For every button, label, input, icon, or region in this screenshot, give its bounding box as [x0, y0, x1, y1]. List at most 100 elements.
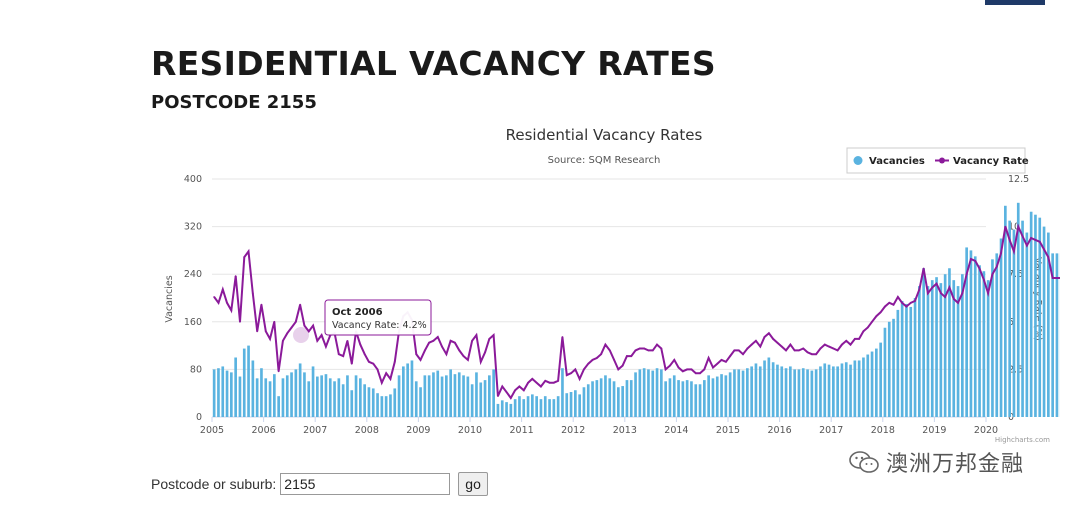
vacancy-rate-point[interactable] [862, 330, 865, 333]
vacancy-rate-point[interactable] [957, 301, 959, 304]
vacancy-rate-point[interactable] [492, 334, 495, 337]
vacancies-bar[interactable] [625, 380, 629, 417]
vacancies-bar[interactable] [814, 369, 818, 417]
vacancies-bar[interactable] [956, 286, 960, 417]
vacancies-bar[interactable] [333, 381, 336, 417]
vacancy-rate-point[interactable] [746, 347, 749, 350]
vacancies-bar[interactable] [746, 368, 749, 417]
vacancies-bar[interactable] [488, 375, 491, 417]
vacancies-bar[interactable] [857, 360, 861, 417]
vacancies-bar[interactable] [217, 368, 220, 417]
vacancy-rate-point[interactable] [939, 292, 942, 295]
vacancies-bar[interactable] [621, 386, 624, 417]
legend-item-vacancies[interactable]: Vacancies [853, 156, 925, 167]
vacancies-bar[interactable] [672, 375, 676, 417]
vacancy-rate-point[interactable] [269, 338, 271, 340]
vacancies-bar[interactable] [453, 374, 457, 417]
vacancies-bar[interactable] [565, 393, 569, 417]
vacancy-rate-point[interactable] [707, 357, 710, 359]
vacancies-bar[interactable] [273, 374, 276, 417]
vacancy-rate-point[interactable] [578, 378, 581, 380]
vacancies-bar[interactable] [922, 268, 925, 417]
vacancies-bar[interactable] [883, 327, 887, 417]
vacancy-rate-point[interactable] [441, 345, 443, 348]
vacancy-rate-point[interactable] [428, 341, 431, 344]
vacancies-bar[interactable] [655, 368, 659, 417]
vacancies-bar[interactable] [741, 370, 745, 417]
vacancy-rate-point[interactable] [337, 353, 340, 356]
vacancy-rate-point[interactable] [815, 353, 818, 356]
vacancies-bar[interactable] [685, 380, 689, 417]
vacancy-rate-point[interactable] [239, 320, 241, 323]
vacancy-rate-point[interactable] [931, 286, 934, 289]
vacancies-bar[interactable] [406, 363, 409, 417]
vacancies-bar[interactable] [337, 378, 341, 417]
vacancy-rate-point[interactable] [389, 378, 392, 380]
vacancies-bar[interactable] [509, 403, 513, 417]
vacancies-bar[interactable] [505, 402, 508, 417]
vacancies-bar[interactable] [797, 369, 801, 417]
vacancies-bar[interactable] [900, 300, 904, 417]
vacancies-bar[interactable] [668, 378, 672, 417]
vacancies-bar[interactable] [462, 375, 465, 417]
vacancies-bar[interactable] [440, 376, 444, 417]
vacancies-bar[interactable] [827, 364, 831, 417]
vacancy-rate-point[interactable] [643, 347, 646, 350]
vacancy-rate-point[interactable] [858, 338, 861, 340]
vacancies-bar[interactable] [806, 369, 809, 417]
vacancies-bar[interactable] [1047, 232, 1050, 417]
vacancy-rate-point[interactable] [952, 298, 955, 300]
vacancies-bar[interactable] [801, 368, 805, 417]
vacancies-bar[interactable] [423, 375, 427, 417]
vacancy-rate-point[interactable] [845, 339, 848, 342]
vacancy-rate-point[interactable] [896, 296, 899, 298]
vacancies-bar[interactable] [393, 388, 397, 417]
vacancy-rate-point[interactable] [879, 311, 882, 314]
vacancy-rate-point[interactable] [454, 341, 456, 344]
vacancies-bar[interactable] [380, 396, 384, 417]
vacancies-bar[interactable] [548, 399, 551, 417]
vacancy-rate-point[interactable] [583, 368, 585, 371]
vacancies-bar[interactable] [427, 375, 431, 417]
vacancies-bar[interactable] [350, 390, 354, 417]
vacancy-rate-point[interactable] [346, 339, 349, 342]
vacancy-rate-point[interactable] [320, 334, 323, 337]
vacancy-rate-point[interactable] [286, 332, 289, 335]
vacancy-rate-point[interactable] [789, 343, 792, 346]
vacancy-rate-point[interactable] [982, 279, 985, 281]
vacancies-bar[interactable] [707, 375, 710, 417]
vacancy-rate-point[interactable] [608, 349, 611, 352]
vacancies-bar[interactable] [892, 318, 895, 417]
vacancy-rate-point[interactable] [226, 301, 228, 304]
vacancies-bar[interactable] [948, 268, 951, 417]
vacancies-bar[interactable] [268, 381, 272, 417]
vacancy-rate-point[interactable] [849, 343, 852, 346]
vacancies-bar[interactable] [513, 399, 517, 417]
vacancies-bar[interactable] [556, 396, 560, 417]
vacancy-rate-point[interactable] [251, 292, 254, 295]
vacancies-bar[interactable] [750, 366, 753, 417]
vacancies-bar[interactable] [832, 366, 835, 417]
vacancies-bar[interactable] [1042, 226, 1046, 417]
vacancy-rate-point[interactable] [221, 288, 224, 291]
vacancies-bar[interactable] [367, 387, 371, 417]
vacancy-rate-point[interactable] [363, 353, 366, 356]
vacancy-rate-point[interactable] [780, 345, 783, 348]
vacancy-rate-point[interactable] [376, 368, 379, 371]
vacancies-bar[interactable] [402, 366, 405, 417]
vacancies-bar[interactable] [419, 387, 422, 417]
vacancy-rate-point[interactable] [299, 303, 302, 306]
vacancy-rate-point[interactable] [763, 336, 766, 338]
vacancies-bar[interactable] [595, 380, 599, 417]
vacancy-rate-point[interactable] [785, 349, 787, 352]
vacancies-bar[interactable] [320, 375, 323, 417]
vacancies-bar[interactable] [591, 381, 594, 417]
vacancies-bar[interactable] [909, 306, 913, 417]
vacancy-rate-point[interactable] [462, 355, 465, 357]
vacancy-rate-point[interactable] [479, 360, 482, 363]
vacancies-bar[interactable] [780, 366, 784, 417]
vacancy-rate-point[interactable] [1017, 225, 1020, 228]
vacancies-bar[interactable] [1025, 232, 1029, 417]
vacancies-bar[interactable] [1016, 202, 1020, 417]
vacancy-rate-point[interactable] [415, 353, 418, 356]
